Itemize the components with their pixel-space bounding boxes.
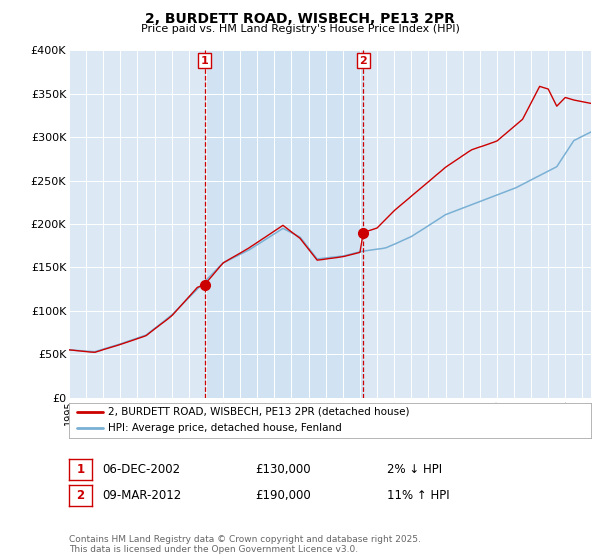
Text: 1: 1: [76, 463, 85, 476]
Text: £130,000: £130,000: [255, 463, 311, 476]
Text: 2, BURDETT ROAD, WISBECH, PE13 2PR: 2, BURDETT ROAD, WISBECH, PE13 2PR: [145, 12, 455, 26]
Text: 11% ↑ HPI: 11% ↑ HPI: [387, 489, 449, 502]
Text: 09-MAR-2012: 09-MAR-2012: [102, 489, 181, 502]
Text: HPI: Average price, detached house, Fenland: HPI: Average price, detached house, Fenl…: [108, 423, 342, 433]
Text: 2: 2: [76, 489, 85, 502]
Text: 2% ↓ HPI: 2% ↓ HPI: [387, 463, 442, 476]
Text: Contains HM Land Registry data © Crown copyright and database right 2025.
This d: Contains HM Land Registry data © Crown c…: [69, 535, 421, 554]
Text: 2: 2: [359, 55, 367, 66]
Text: £190,000: £190,000: [255, 489, 311, 502]
Text: 2, BURDETT ROAD, WISBECH, PE13 2PR (detached house): 2, BURDETT ROAD, WISBECH, PE13 2PR (deta…: [108, 407, 410, 417]
Text: 06-DEC-2002: 06-DEC-2002: [102, 463, 180, 476]
Text: 1: 1: [200, 55, 208, 66]
Bar: [205, 50, 363, 398]
Text: Price paid vs. HM Land Registry's House Price Index (HPI): Price paid vs. HM Land Registry's House …: [140, 24, 460, 34]
